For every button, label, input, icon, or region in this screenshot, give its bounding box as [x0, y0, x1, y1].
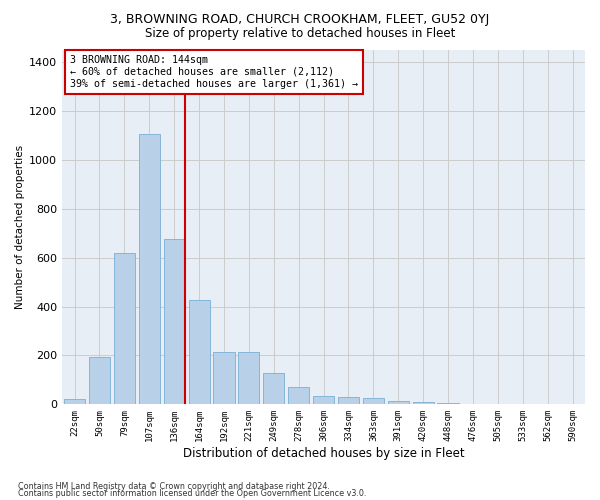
Bar [64, 399, 85, 404]
Bar [363, 398, 384, 404]
X-axis label: Distribution of detached houses by size in Fleet: Distribution of detached houses by size … [183, 447, 464, 460]
Text: 3, BROWNING ROAD, CHURCH CROOKHAM, FLEET, GU52 0YJ: 3, BROWNING ROAD, CHURCH CROOKHAM, FLEET… [110, 12, 490, 26]
Bar [437, 403, 458, 404]
Bar [263, 372, 284, 404]
Text: 3 BROWNING ROAD: 144sqm
← 60% of detached houses are smaller (2,112)
39% of semi: 3 BROWNING ROAD: 144sqm ← 60% of detache… [70, 56, 358, 88]
Y-axis label: Number of detached properties: Number of detached properties [15, 145, 25, 309]
Bar [388, 400, 409, 404]
Bar [188, 300, 209, 405]
Text: Contains public sector information licensed under the Open Government Licence v3: Contains public sector information licen… [18, 489, 367, 498]
Bar [238, 352, 259, 405]
Bar [413, 402, 434, 404]
Text: Size of property relative to detached houses in Fleet: Size of property relative to detached ho… [145, 28, 455, 40]
Bar [114, 253, 135, 404]
Bar [288, 387, 309, 404]
Bar [313, 396, 334, 404]
Bar [164, 240, 185, 404]
Bar [214, 352, 235, 405]
Bar [89, 356, 110, 405]
Text: Contains HM Land Registry data © Crown copyright and database right 2024.: Contains HM Land Registry data © Crown c… [18, 482, 330, 491]
Bar [139, 134, 160, 404]
Bar [338, 397, 359, 404]
